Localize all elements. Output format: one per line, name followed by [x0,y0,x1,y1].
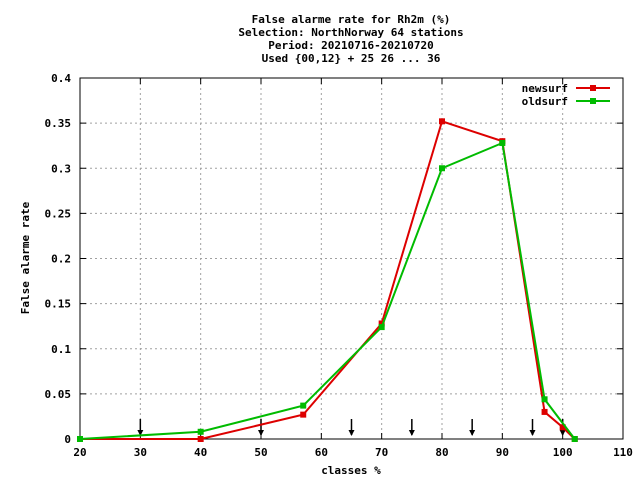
x-axis-ticks: 20 30 40 50 60 70 80 90 100 110 [73,78,633,459]
data-point-oldsurf [197,428,204,435]
title-line-1: False alarme rate for Rh2m (%) [252,13,451,26]
series-line-oldsurf [79,141,576,440]
data-point-newsurf [378,320,385,327]
y-tick-label: 0.3 [51,162,71,175]
legend-entry-oldsurf: oldsurf [522,95,610,108]
y-axis-ticks: 0 0.05 0.1 0.15 0.2 0.25 0.3 0.35 0.4 [45,72,623,446]
data-point-oldsurf [571,436,578,442]
legend-swatch-marker [590,98,596,104]
data-point-oldsurf [300,402,307,409]
chart-title: False alarme rate for Rh2m (%)Selection:… [238,13,463,65]
arrow-marker [137,419,144,436]
arrow-marker [469,419,476,436]
legend-label: newsurf [522,82,568,95]
title-line-2: Selection: NorthNorway 64 stations [238,26,463,39]
data-point-newsurf [439,118,445,125]
data-point-newsurf [197,436,204,442]
x-tick-label: 60 [315,446,328,459]
y-tick-label: 0 [64,433,71,446]
y-tick-label: 0.25 [45,207,72,220]
y-tick-label: 0.4 [51,72,71,85]
x-tick-label: 20 [73,446,86,459]
grid [80,78,623,439]
data-point-oldsurf [499,139,506,146]
data-point-oldsurf [541,396,548,403]
title-line-4: Used {00,12} + 25 26 ... 36 [262,52,441,65]
x-tick-label: 30 [134,446,147,459]
y-tick-label: 0.05 [45,388,72,401]
arrow-marker [258,419,264,436]
x-tick-label: 110 [613,446,633,459]
data-point-newsurf [559,424,566,431]
arrow-marker [408,419,415,436]
y-tick-label: 0.15 [45,298,72,311]
data-point-newsurf [541,408,548,415]
x-tick-label: 80 [435,446,448,459]
y-tick-label: 0.35 [45,117,72,130]
legend-entry-newsurf: newsurf [522,82,610,95]
legend-label: oldsurf [522,95,568,108]
data-point-oldsurf [439,165,445,172]
x-tick-label: 50 [254,446,267,459]
x-tick-label: 90 [496,446,509,459]
arrow-marker [529,419,536,436]
data-point-oldsurf [77,436,83,442]
y-axis-label: False alarme rate [19,201,32,314]
arrow-marker [348,419,355,436]
x-tick-label: 100 [553,446,573,459]
x-tick-label: 70 [375,446,388,459]
y-tick-label: 0.2 [51,253,71,266]
data-point-newsurf [300,411,307,418]
data-point-oldsurf [378,324,385,331]
series-oldsurf [77,139,578,442]
series [77,118,578,442]
series-line-newsurf [80,120,576,440]
x-tick-label: 40 [194,446,207,459]
title-line-3: Period: 20210716-20210720 [268,39,434,52]
x-axis-label: classes % [321,464,381,477]
legend-swatch-marker [590,85,596,91]
y-tick-label: 0.1 [51,343,71,356]
